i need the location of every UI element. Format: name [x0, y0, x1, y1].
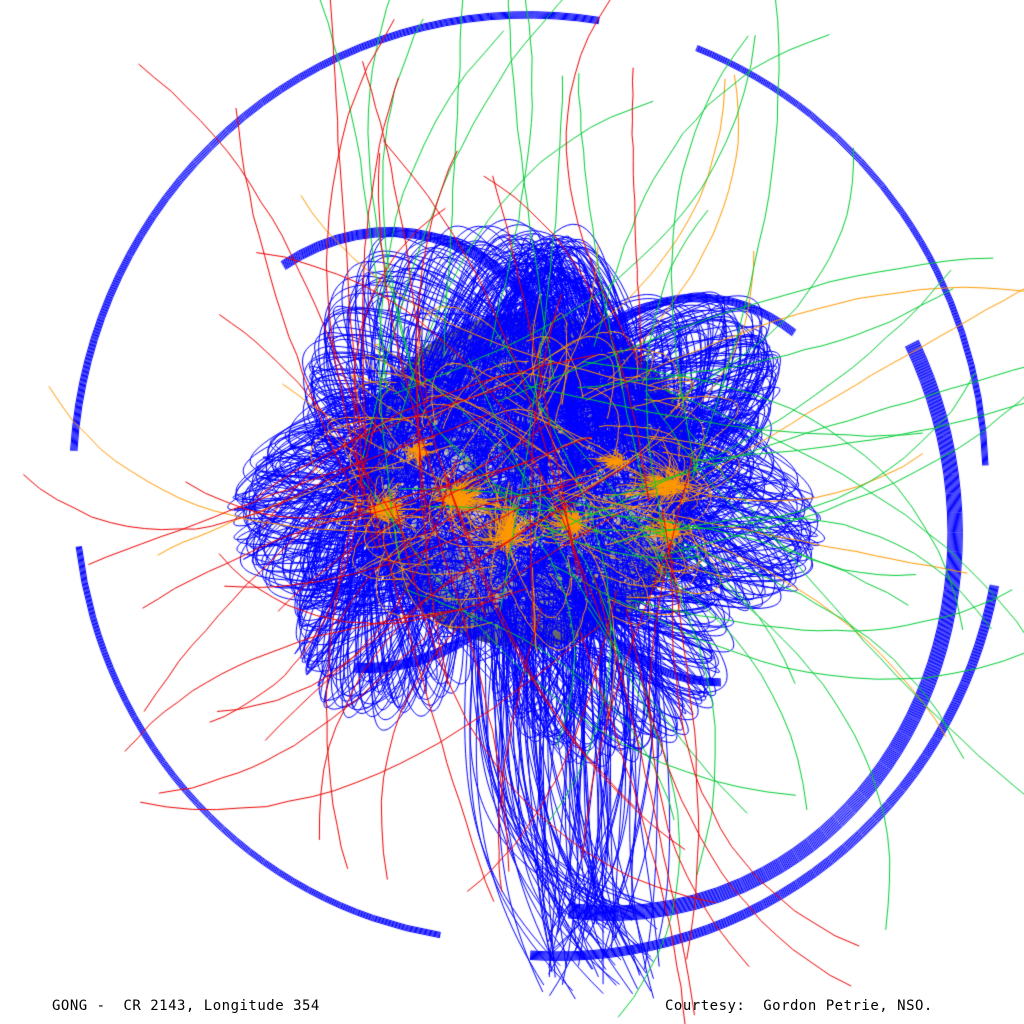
caption-source-label: GONG - CR 2143, Longitude 354	[52, 998, 320, 1014]
caption-courtesy-label: Courtesy: Gordon Petrie, NSO.	[665, 998, 933, 1014]
